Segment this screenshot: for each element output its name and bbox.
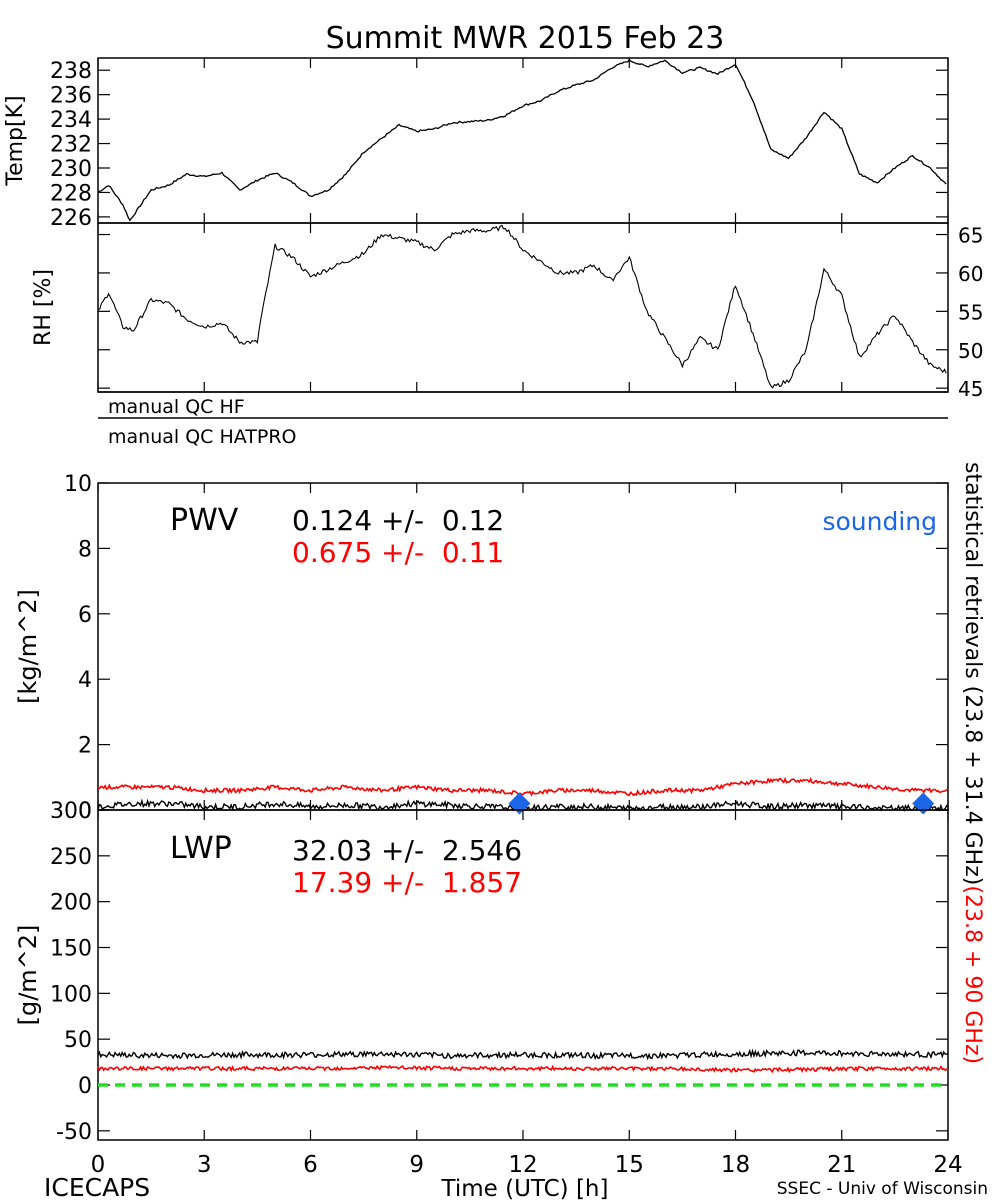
lwp-xtick-label: 12 bbox=[508, 1152, 537, 1178]
pwv-label: PWV bbox=[170, 503, 239, 538]
figure-title: Summit MWR 2015 Feb 23 bbox=[326, 21, 725, 56]
lwp-xtick-label: 21 bbox=[827, 1152, 856, 1178]
lwp-ytick-label: 300 bbox=[50, 799, 92, 824]
sounding-point bbox=[508, 792, 531, 815]
lwp-ytick-label: 50 bbox=[64, 1028, 92, 1053]
temp-ytick-label: 232 bbox=[50, 133, 92, 158]
rh-ytick-label: 65 bbox=[958, 224, 983, 248]
sounding-point bbox=[912, 792, 935, 815]
rh-ytick-label: 45 bbox=[958, 377, 983, 401]
temp-ytick-label: 228 bbox=[50, 181, 92, 206]
pwv-ytick-label: 6 bbox=[78, 603, 92, 628]
rh-frame bbox=[97, 222, 949, 393]
rh-series-line bbox=[97, 224, 947, 389]
lwp-xtick-label: 6 bbox=[303, 1152, 318, 1178]
qc-hf-label: manual QC HF bbox=[108, 396, 245, 418]
lwp-xtick-label: 9 bbox=[409, 1152, 424, 1178]
rh-panel: 45 50 55 60 65 RH [%] bbox=[31, 222, 983, 401]
lwp-xtick-label: 0 bbox=[91, 1152, 106, 1178]
lwp-ytick-label: 100 bbox=[50, 982, 92, 1007]
x-axis-label: Time (UTC) [h] bbox=[441, 1176, 609, 1200]
lwp-panel: -50 0 50 100 150 200 250 300 [g/m^2] 0 3 6 9 12 15 18 21… bbox=[14, 799, 963, 1178]
rh-ytick-label: 55 bbox=[958, 300, 983, 324]
pwv-hf-stat: 0.124 +/- 0.12 bbox=[292, 504, 504, 537]
lwp-xtick-label: 18 bbox=[721, 1152, 750, 1178]
lwp-xtick-label: 15 bbox=[615, 1152, 644, 1178]
side-label: statistical retrievals (23.8 + 31.4 GHz)… bbox=[960, 462, 985, 1064]
footer-right: SSEC - Univ of Wisconsin bbox=[777, 1179, 988, 1199]
temp-ylabel: Temp[K] bbox=[3, 95, 28, 186]
temp-frame bbox=[97, 57, 949, 224]
lwp-xtick-label: 3 bbox=[197, 1152, 212, 1178]
qc-hatpro-label: manual QC HATPRO bbox=[108, 426, 297, 448]
rh-ytick-label: 60 bbox=[958, 262, 983, 286]
lwp-label: LWP bbox=[170, 831, 232, 866]
lwp-ylabel: [g/m^2] bbox=[14, 925, 42, 1026]
rh-ytick-label: 50 bbox=[958, 339, 983, 363]
lwp-ytick-label: 0 bbox=[78, 1074, 92, 1099]
lwp-ytick-label: 200 bbox=[50, 891, 92, 916]
side-label-red: (23.8 + 90 GHz) bbox=[960, 885, 985, 1064]
lwp-hf-stat: 32.03 +/- 2.546 bbox=[292, 834, 522, 867]
pwv-ytick-label: 0 bbox=[78, 799, 92, 824]
lwp-ytick-label: 250 bbox=[50, 845, 92, 870]
pwv-ytick-label: 10 bbox=[64, 472, 92, 497]
side-label-black: statistical retrievals (23.8 + 31.4 GHz) bbox=[960, 462, 985, 885]
temp-ytick-label: 236 bbox=[50, 84, 92, 109]
lwp-ytick-label: -50 bbox=[56, 1120, 92, 1145]
pwv-ylabel: [kg/m^2] bbox=[14, 589, 42, 704]
footer-left: ICECAPS bbox=[44, 1173, 150, 1200]
lwp-xtick-label: 24 bbox=[933, 1152, 962, 1178]
pwv-hatpro-line bbox=[97, 776, 949, 797]
temp-ytick-label: 230 bbox=[50, 157, 92, 182]
pwv-ytick-label: 2 bbox=[78, 734, 92, 759]
rh-ylabel: RH [%] bbox=[31, 269, 56, 346]
temp-ytick-label: 226 bbox=[50, 206, 92, 231]
sounding-legend: sounding bbox=[822, 507, 937, 536]
lwp-hatpro-line bbox=[97, 1064, 949, 1074]
lwp-ytick-label: 150 bbox=[50, 937, 92, 962]
lwp-hatpro-stat: 17.39 +/- 1.857 bbox=[292, 866, 522, 899]
temp-ytick-label: 234 bbox=[50, 108, 92, 133]
temp-ytick-label: 238 bbox=[50, 59, 92, 84]
pwv-ytick-label: 4 bbox=[78, 668, 92, 693]
pwv-ytick-label: 8 bbox=[78, 537, 92, 562]
pwv-hatpro-stat: 0.675 +/- 0.11 bbox=[292, 536, 504, 569]
lwp-hf-line bbox=[97, 1048, 949, 1061]
temp-series-line bbox=[97, 58, 947, 222]
